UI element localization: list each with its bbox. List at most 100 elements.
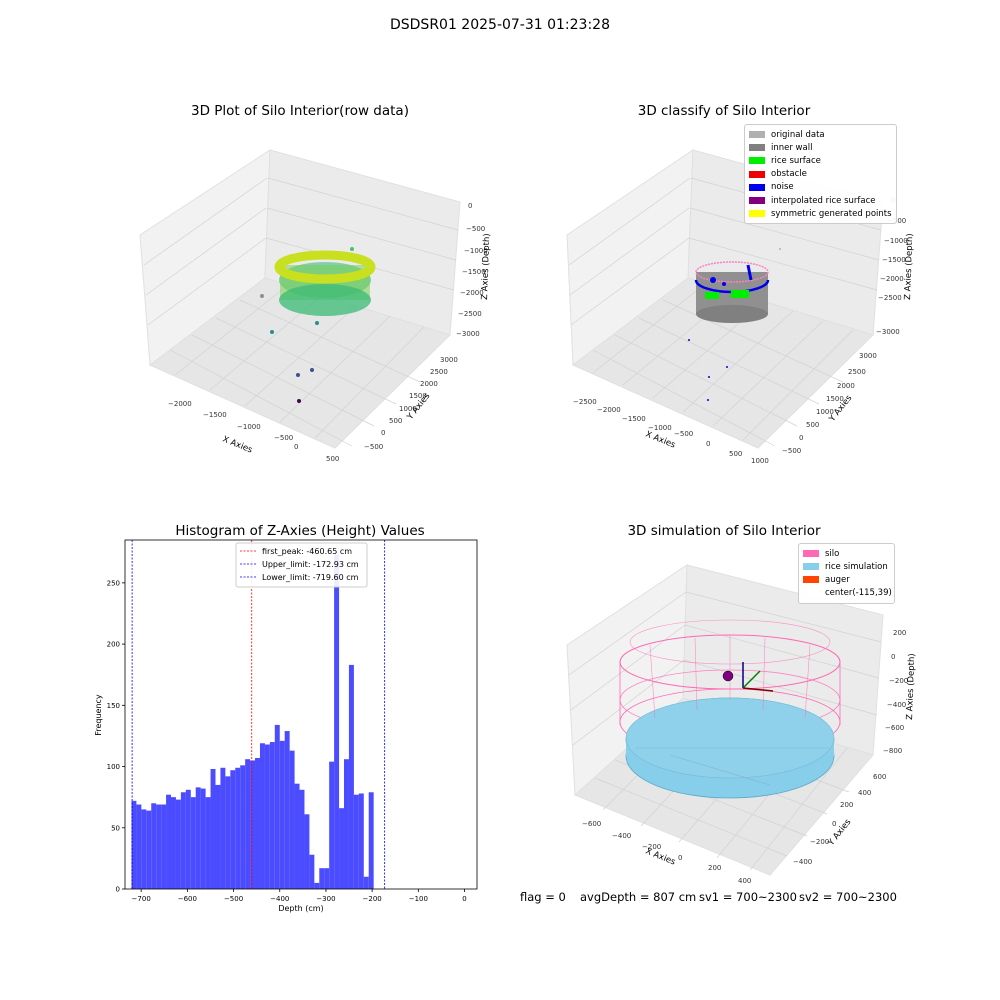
classify-legend: original data inner wall rice surface ob…: [744, 124, 897, 225]
svg-text:−400: −400: [887, 701, 906, 709]
classify-3d-plot: −2500 −2000 −1500 −1000 −500 0 500 1000 …: [566, 149, 915, 465]
histogram-bar: [245, 759, 251, 889]
histogram-chart: −700 −600 −500 −400 −300 −200 −100 0 0 50 100 150 2…: [94, 539, 478, 913]
first-peak-legend-label: first_peak: -460.65 cm: [262, 547, 352, 556]
histogram-ytick-label: 250: [107, 579, 120, 587]
svg-text:−3000: −3000: [876, 328, 900, 336]
svg-text:500: 500: [389, 417, 402, 425]
raw-axes-panes: [139, 149, 461, 449]
histogram-bar: [279, 740, 285, 889]
simulation-zticks: 200 0 −200 −400 −600 −800: [883, 629, 908, 755]
histogram-bar: [146, 810, 152, 889]
histogram-bar: [180, 792, 186, 889]
svg-text:0: 0: [832, 820, 836, 828]
histogram-bar: [309, 854, 315, 889]
histogram-bar: [185, 789, 191, 889]
histogram-bar: [353, 794, 359, 889]
histogram-bar: [363, 876, 369, 889]
svg-text:−500: −500: [782, 447, 801, 455]
simulation-auger: [722, 662, 774, 692]
svg-text:−400: −400: [612, 832, 631, 840]
svg-text:−2500: −2500: [573, 398, 597, 406]
raw-yticks: −500 0 500 1000 1500 2000 2500 3000: [364, 356, 458, 451]
svg-text:500: 500: [326, 455, 339, 463]
histogram-xtick-label: −500: [224, 895, 243, 903]
svg-text:−500: −500: [674, 430, 693, 438]
svg-text:−400: −400: [793, 858, 812, 866]
raw-xticks: −2000 −1500 −1000 −500 0 500: [168, 400, 339, 463]
symmetric-generated-points-swatch: [749, 210, 765, 218]
histogram-ytick-label: 150: [107, 702, 120, 710]
histogram-bar: [348, 664, 354, 889]
histogram-ylabel: Frequency: [94, 694, 103, 736]
svg-text:−600: −600: [885, 724, 904, 732]
svg-text:0: 0: [381, 429, 385, 437]
histogram-bar: [190, 797, 196, 889]
svg-text:500: 500: [806, 421, 819, 429]
svg-text:600: 600: [873, 773, 886, 781]
histogram-bar: [220, 767, 226, 889]
svg-text:400: 400: [858, 789, 871, 797]
histogram-bar: [259, 743, 265, 889]
classify-zlabel: Z Axies (Depth): [903, 233, 915, 300]
histogram-bar: [205, 797, 211, 889]
histogram-bar: [324, 868, 330, 889]
histogram-ytick-label: 0: [116, 886, 120, 894]
histogram-bar: [304, 814, 310, 889]
classify-yticks: −500 0 500 1000 1500 2000 2500 3000: [782, 352, 877, 455]
legend-item-original-data: original data: [749, 128, 891, 141]
svg-text:−200: −200: [889, 677, 908, 685]
svg-text:−1500: −1500: [622, 415, 646, 423]
obstacle-swatch: [749, 170, 765, 178]
histogram-bar: [195, 787, 201, 889]
svg-text:1000: 1000: [751, 457, 769, 465]
auger-swatch: [803, 576, 819, 584]
histogram-bar: [175, 799, 181, 889]
histogram-bar: [131, 800, 137, 889]
histogram-xtick-label: −600: [178, 895, 197, 903]
simulation-xticks: −600 −400 −200 0 200 400: [582, 820, 751, 885]
histogram-xtick-label: −400: [270, 895, 289, 903]
upper-limit-legend-label: Upper_limit: -172.93 cm: [262, 560, 359, 569]
svg-text:−2000: −2000: [880, 275, 904, 283]
histogram-legend: first_peak: -460.65 cm Upper_limit: -172…: [235, 542, 368, 588]
raw-point-cloud: [260, 247, 376, 403]
histogram-xtick-label: −700: [132, 895, 151, 903]
svg-text:−1500: −1500: [203, 411, 227, 419]
histogram-reference-lines: [131, 540, 386, 889]
rice-simulation-swatch: [803, 563, 819, 571]
inner-wall-swatch: [749, 144, 765, 152]
histogram-bar: [215, 784, 221, 889]
svg-text:3000: 3000: [440, 356, 458, 364]
raw-3d-plot: −2000 −1500 −1000 −500 0 500 −500 0 500 …: [139, 149, 492, 463]
svg-text:−1500: −1500: [882, 256, 906, 264]
raw-panel-title: 3D Plot of Silo Interior(row data): [191, 103, 409, 119]
histogram-bar: [136, 804, 142, 889]
histogram-xtick-label: 0: [462, 895, 466, 903]
legend-item-silo: silo: [803, 547, 889, 560]
noise-swatch: [749, 183, 765, 191]
svg-text:−1000: −1000: [884, 237, 908, 245]
histogram-bar: [294, 783, 300, 889]
classify-point-cloud: [688, 248, 781, 401]
raw-zticks: 0 −500 −1000 −1500 −2000 −2500 −3000: [456, 202, 488, 338]
svg-text:−200: −200: [642, 843, 661, 851]
histogram-ytick-label: 200: [107, 641, 120, 649]
svg-text:−2000: −2000: [460, 289, 484, 297]
raw-grid: [143, 177, 459, 447]
svg-text:2000: 2000: [837, 382, 855, 390]
histogram-legend-box: [235, 542, 368, 588]
classify-grid: [568, 177, 882, 447]
svg-text:−1000: −1000: [648, 424, 672, 432]
histogram-bar: [299, 789, 305, 889]
histogram-bar: [166, 794, 172, 889]
histogram-axes-frame: [124, 539, 478, 890]
histogram-xtick-label: −300: [316, 895, 335, 903]
svg-text:500: 500: [729, 450, 742, 458]
svg-text:0: 0: [891, 653, 895, 661]
histogram-bar: [329, 761, 335, 889]
classify-xticks: −2500 −2000 −1500 −1000 −500 0 500 1000: [573, 398, 769, 465]
sv2-text: sv2 = 700~2300: [799, 890, 897, 904]
svg-text:−1000: −1000: [464, 247, 488, 255]
histogram-bar: [334, 554, 340, 889]
